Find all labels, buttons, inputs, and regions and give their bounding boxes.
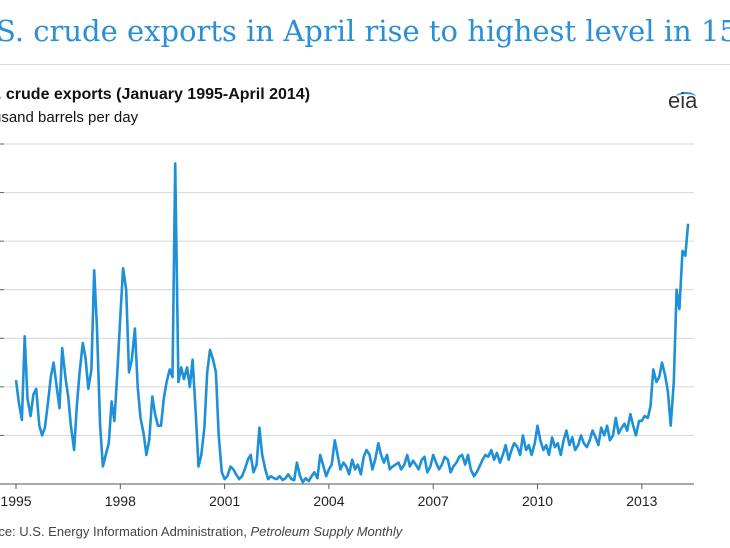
eia-logo-arc-icon <box>676 92 696 102</box>
source-note: rce: U.S. Energy Information Administrat… <box>0 524 402 539</box>
x-axis: 1995 1998 2001 2004 2007 2010 2013 <box>0 484 658 509</box>
series-line-crude-exports <box>14 162 690 484</box>
source-prefix: rce: U.S. Energy Information Administrat… <box>0 524 251 539</box>
chart-title: . crude exports (January 1995-April 2014… <box>0 86 311 103</box>
x-tick-label-2007: 2007 <box>418 493 449 509</box>
source-publication: Petroleum Supply Monthly <box>250 524 403 539</box>
eia-logo: eia <box>668 88 698 113</box>
x-tick-label-2001: 2001 <box>209 493 240 509</box>
x-tick-label-2004: 2004 <box>313 493 344 509</box>
headline: S. crude exports in April rise to highes… <box>0 14 730 54</box>
headline-text: S. crude exports in April rise to highes… <box>0 14 730 48</box>
chart-gridlines <box>0 143 694 436</box>
headline-divider <box>0 64 730 65</box>
x-tick-label-2013: 2013 <box>626 493 657 509</box>
chart-unit-label: usand barrels per day <box>0 109 139 126</box>
x-tick-label-1995: 1995 <box>0 493 31 509</box>
x-tick-label-1998: 1998 <box>105 493 136 509</box>
x-tick-label-2010: 2010 <box>522 493 553 509</box>
